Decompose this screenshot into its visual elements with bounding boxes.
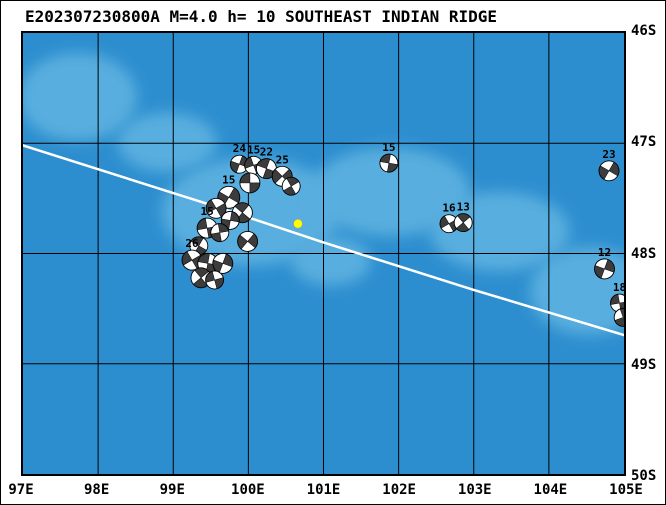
shallow-patch (291, 236, 371, 286)
shallow-patch (117, 112, 217, 172)
focal-mechanism (239, 172, 261, 194)
mechanism-label: 12 (598, 246, 611, 259)
focal-mechanism (237, 230, 259, 252)
mechanism-label: 18 (613, 281, 624, 294)
lon-tick-label: 102E (382, 482, 416, 498)
focal-mechanism: 24 (229, 142, 249, 174)
lon-tick-label: 97E (8, 482, 34, 498)
focal-mechanism (205, 270, 225, 290)
lat-tick-label: 50S (631, 468, 657, 484)
mechanism-label: 26 (185, 237, 199, 250)
lon-tick-label: 105E (609, 482, 643, 498)
lat-tick-label: 49S (631, 356, 657, 373)
focal-mechanism: 15 (379, 141, 399, 173)
focal-mechanism: 23 (598, 148, 620, 182)
lon-tick-label: 104E (533, 482, 568, 498)
shallow-patch (430, 191, 570, 272)
lon-tick-label: 99E (159, 482, 185, 498)
mechanism-label: 23 (602, 148, 615, 161)
focal-mechanism: 12 (594, 246, 615, 280)
map-title: E202307230800A M=4.0 h= 10 SOUTHEAST IND… (25, 7, 498, 26)
mechanism-label: 15 (200, 205, 213, 218)
mechanism-label: 16 (442, 202, 456, 215)
mechanism-label: 15 (382, 141, 395, 154)
ridge-line (23, 144, 624, 337)
mechanism-label: 13 (457, 201, 470, 214)
focal-mechanism (220, 210, 240, 230)
shallow-patch (310, 147, 470, 236)
lat-tick-label: 47S (631, 134, 657, 151)
shallow-patch (23, 52, 138, 142)
map-canvas: 24152225151526152316131218 (23, 33, 624, 474)
focal-mechanism (613, 307, 624, 327)
map-frame: 24152225151526152316131218 (21, 31, 626, 476)
focal-mechanism: 15 (244, 143, 264, 175)
focal-mechanism (205, 197, 227, 219)
mechanism-label: 15 (222, 173, 235, 186)
lat-tick-label: 48S (631, 245, 657, 262)
focal-mechanism: 13 (453, 201, 473, 233)
lat-tick-label: 46S (631, 23, 657, 39)
mechanism-label: 25 (276, 153, 289, 166)
focal-mechanism (281, 176, 301, 196)
lon-tick-label: 98E (83, 482, 110, 498)
lon-tick-label: 101E (306, 482, 341, 498)
lon-tick-label: 100E (231, 482, 265, 498)
focal-mechanism (212, 252, 234, 274)
focal-mechanism (210, 223, 230, 243)
mechanism-label: 22 (260, 146, 273, 159)
mechanism-label: 24 (233, 142, 247, 155)
epicenter-marker (293, 218, 303, 229)
lon-tick-label: 103E (457, 482, 492, 498)
mechanism-label: 15 (247, 143, 260, 156)
focal-mechanism: 22 (255, 146, 277, 180)
